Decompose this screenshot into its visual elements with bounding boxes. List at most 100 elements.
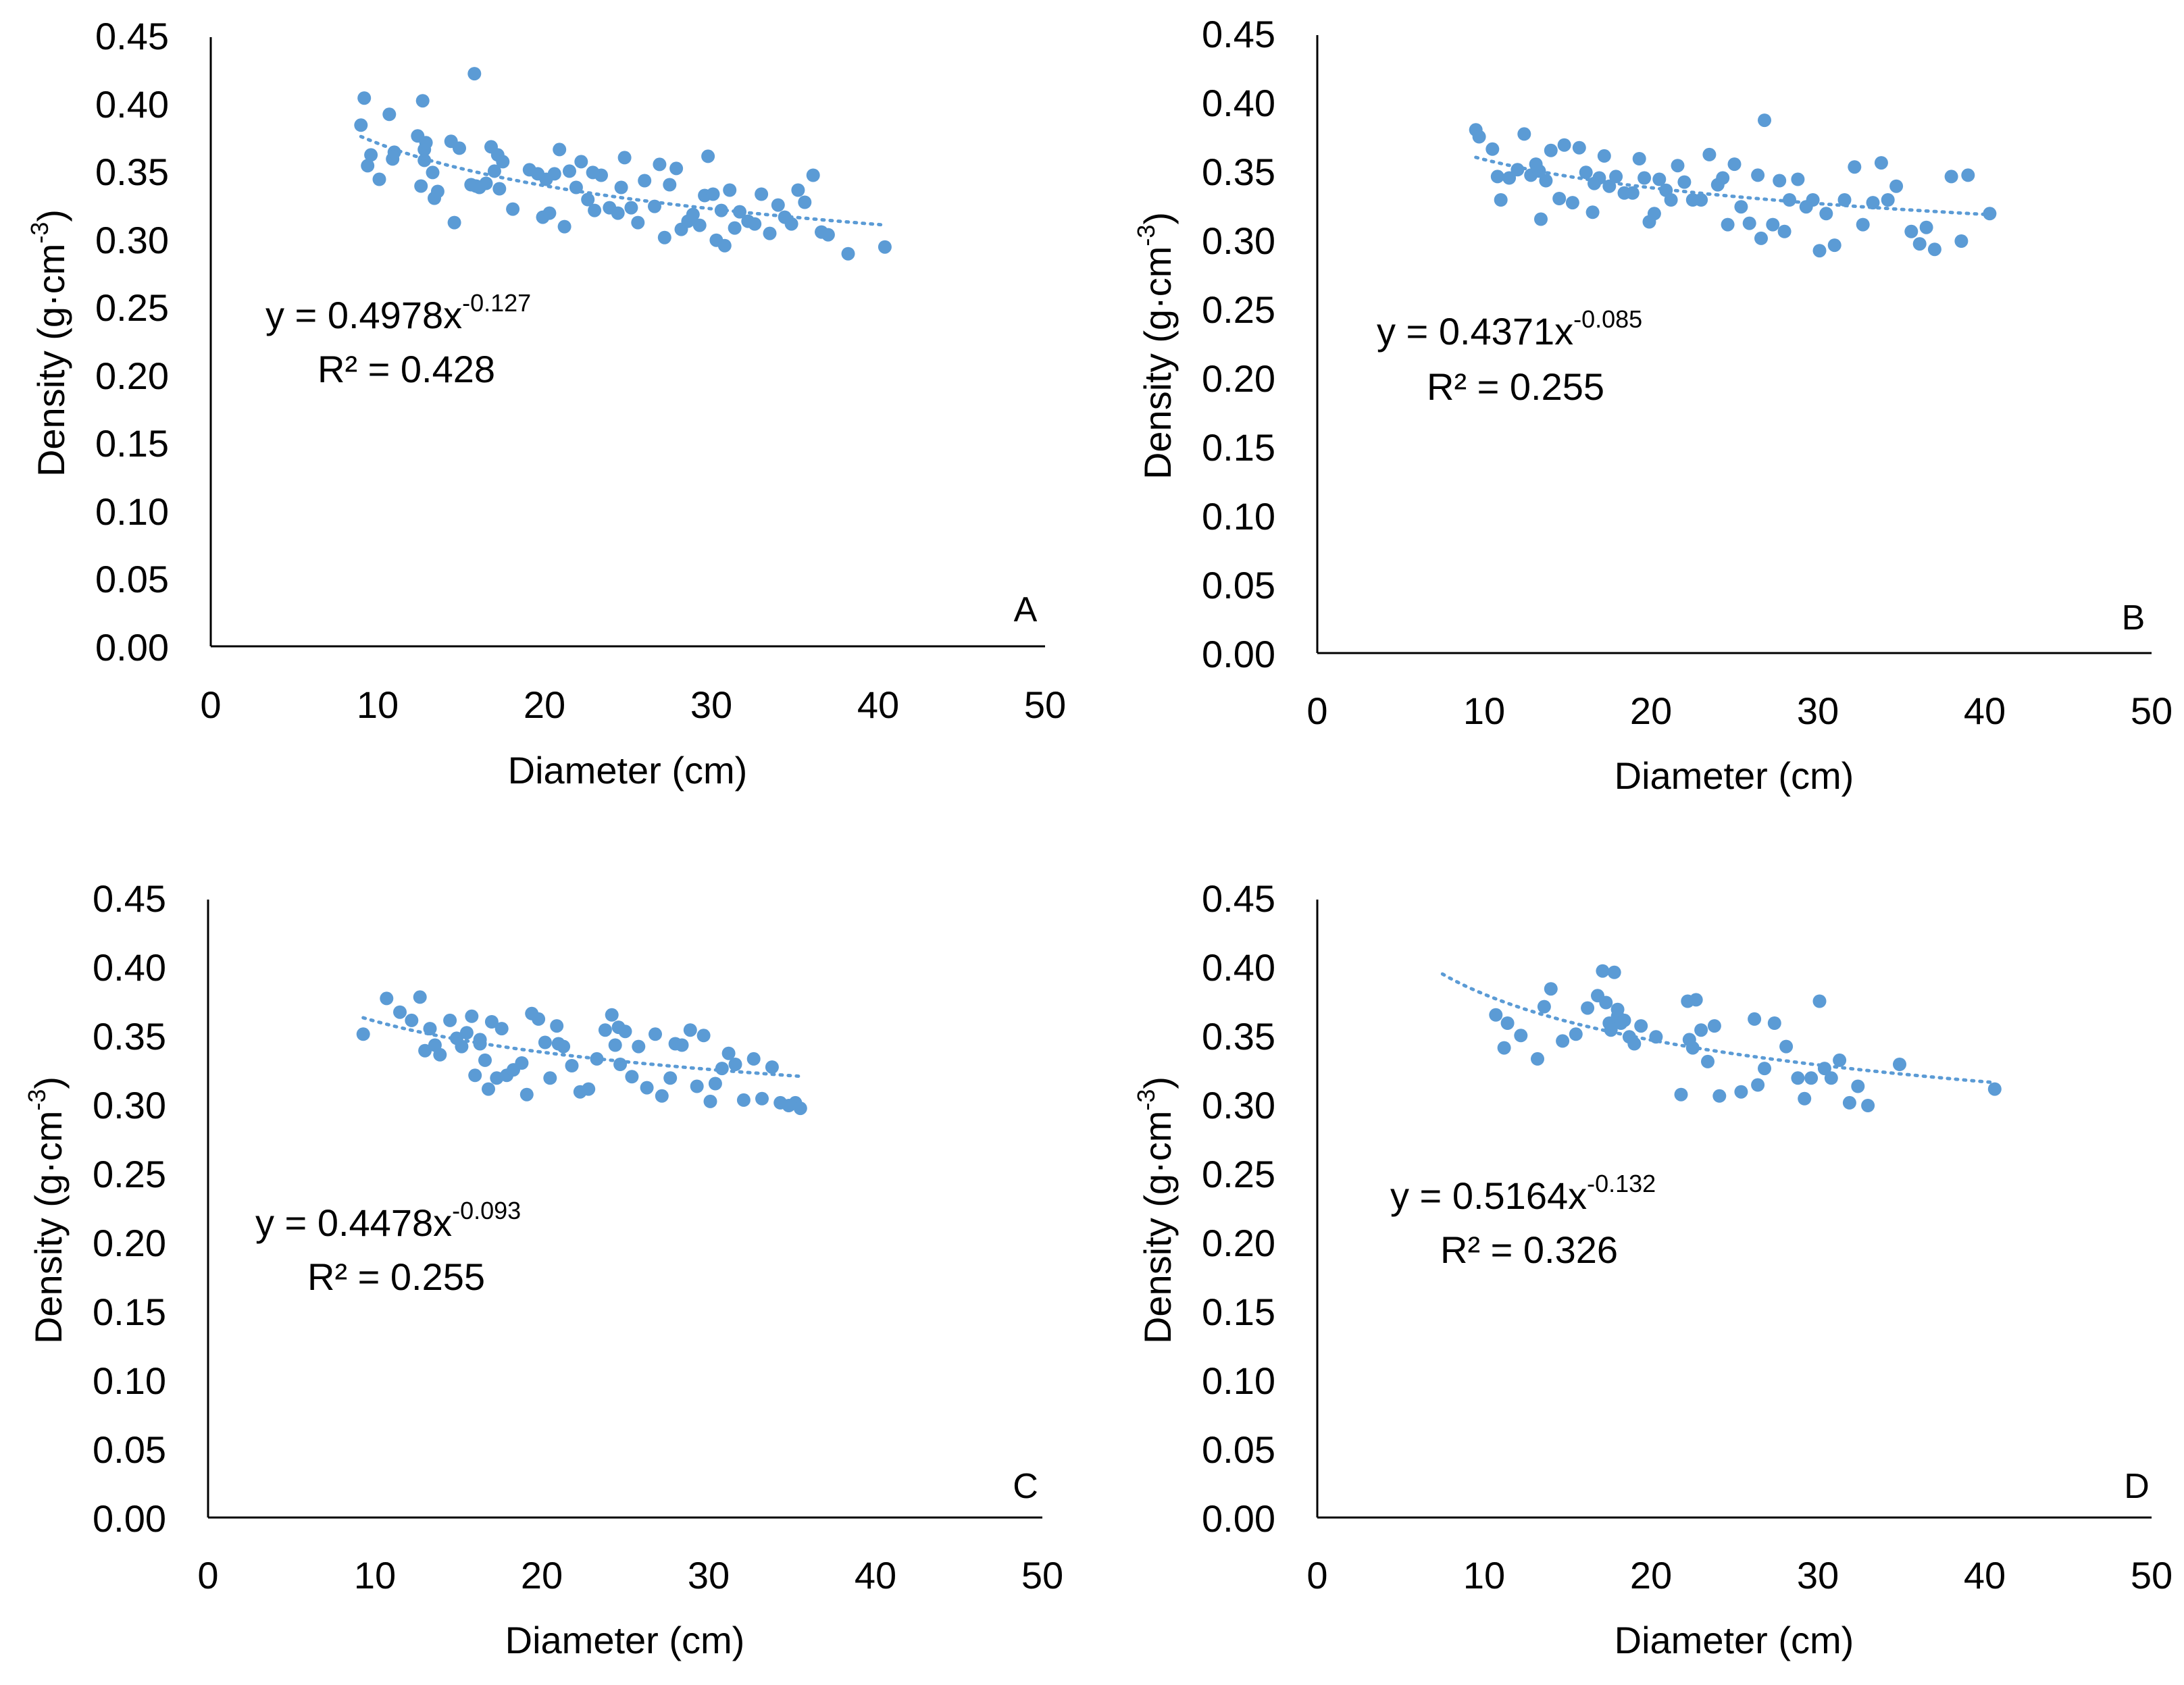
panel-d-point-38 (1798, 1091, 1812, 1106)
panel-b-xtick-1: 10 (1463, 690, 1505, 732)
panel-d-xtick-4: 40 (1964, 1554, 2006, 1597)
panel-d-ytick-7: 0.35 (1202, 1015, 1275, 1058)
panel-c-point-56 (736, 1093, 751, 1107)
panel-b-point-11 (1539, 174, 1553, 188)
panel-c-point-5 (418, 1043, 432, 1058)
chart-panel-a: 0.00 0.05 0.10 0.15 0.20 0.25 0.30 0.35 … (26, 15, 1066, 792)
panel-c-point-43 (649, 1027, 662, 1041)
panel-d-point-15 (1607, 965, 1621, 979)
panel-a-point-80 (841, 247, 855, 261)
panel-c-point-17 (482, 1082, 495, 1096)
panel-a-point-3 (364, 148, 378, 162)
panel-d-equation: y = 0.5164x-0.132 (1390, 1170, 1656, 1217)
panel-b-letter: B (2122, 598, 2145, 638)
panel-d-point-49 (1610, 1002, 1625, 1016)
panel-c-ytick-6: 0.30 (93, 1084, 166, 1126)
panel-b-equation-main: y = 0.4371x (1377, 310, 1573, 353)
panel-a-point-33 (542, 206, 557, 220)
panel-d-point-5 (1537, 1000, 1551, 1014)
panel-b-plot-area (1469, 113, 1997, 258)
panel-d-ytick-0: 0.00 (1202, 1497, 1275, 1540)
panel-b-point-13 (1552, 192, 1567, 205)
panel-c-point-65 (611, 1020, 626, 1035)
panel-c-ytick-5: 0.25 (93, 1153, 166, 1195)
panel-c-point-42 (640, 1081, 654, 1095)
panel-c-ytick-2: 0.10 (93, 1359, 166, 1402)
panel-c-ytick-3: 0.15 (93, 1291, 166, 1333)
panel-b-point-66 (1944, 170, 1958, 184)
panel-d-trendline (1440, 972, 1995, 1085)
panel-b-point-53 (1819, 207, 1833, 221)
panel-a-point-12 (419, 136, 433, 150)
panel-d-ytick-4: 0.20 (1202, 1222, 1275, 1264)
panel-c-point-66 (551, 1037, 565, 1051)
panel-a-point-0 (354, 118, 368, 132)
panel-a-point-72 (771, 198, 785, 212)
panel-a-point-82 (469, 179, 483, 193)
panel-a-point-1 (357, 91, 372, 105)
panel-b-y-axis-title-close: ) (1136, 212, 1179, 225)
panel-c-point-50 (696, 1029, 711, 1043)
panel-c-point-63 (793, 1101, 807, 1116)
panel-d-point-28 (1701, 1054, 1715, 1068)
panel-c-point-59 (765, 1060, 779, 1074)
panel-a-point-79 (821, 228, 835, 242)
panel-a-point-52 (657, 230, 671, 244)
panel-d-point-30 (1712, 1089, 1727, 1103)
panel-a-point-84 (586, 165, 600, 180)
panel-a-point-20 (467, 67, 482, 81)
panel-d-letter: D (2124, 1467, 2150, 1506)
panel-c-point-47 (675, 1038, 689, 1052)
panel-b-point-39 (1721, 217, 1735, 232)
panel-b-xtick-0: 0 (1306, 690, 1327, 732)
panel-c-letter: C (1013, 1467, 1038, 1506)
panel-c-point-58 (755, 1091, 769, 1106)
panel-c-point-27 (538, 1035, 552, 1049)
panel-a-point-39 (574, 155, 588, 169)
panel-d-point-0 (1489, 1008, 1503, 1022)
panel-c-point-31 (565, 1059, 579, 1072)
panel-b-point-18 (1585, 205, 1600, 219)
panel-a-point-61 (706, 187, 720, 201)
panel-b-ytick-1: 0.05 (1202, 564, 1275, 606)
panel-d-y-axis-title: Density (g·cm-3) (1132, 1077, 1179, 1344)
panel-b-ytick-5: 0.25 (1202, 288, 1275, 331)
panel-c-xtick-2: 20 (521, 1554, 563, 1597)
panel-b-y-axis-title-main: Density (g·cm (1136, 247, 1179, 479)
panel-a-point-47 (624, 201, 638, 215)
panel-b-point-6 (1510, 163, 1525, 177)
panel-a-equation: y = 0.4978x-0.127 (265, 289, 531, 336)
panel-a-y-axis-title-close: ) (30, 209, 72, 222)
panel-a-y-axis-title-sup: -3 (26, 222, 53, 244)
panel-d-ytick-6: 0.30 (1202, 1084, 1275, 1126)
panel-c-point-38 (613, 1058, 628, 1071)
panel-c-point-2 (393, 1005, 407, 1019)
panel-b-ytick-6: 0.30 (1202, 219, 1275, 262)
panel-a-point-46 (617, 151, 632, 165)
panel-b-xtick-5: 50 (2131, 690, 2173, 732)
panel-a-point-44 (611, 206, 625, 220)
panel-b-point-12 (1544, 143, 1558, 157)
panel-a-point-66 (728, 221, 742, 235)
panel-a-equation-main: y = 0.4978x (265, 294, 462, 336)
panel-c-ytick-9: 0.45 (93, 877, 166, 920)
panel-b-point-31 (1664, 193, 1678, 207)
panel-b-point-54 (1827, 238, 1842, 253)
panel-b-point-7 (1517, 127, 1531, 141)
panel-a-point-37 (563, 164, 576, 178)
panel-b-point-65 (1927, 242, 1941, 257)
panel-a-point-58 (692, 218, 707, 232)
panel-c-ytick-8: 0.40 (93, 946, 166, 989)
panel-d-point-20 (1627, 1037, 1642, 1051)
panel-c-point-11 (455, 1039, 469, 1054)
panel-a-point-77 (806, 168, 820, 182)
panel-b-ytick-7: 0.35 (1202, 151, 1275, 193)
panel-c-equation-main: y = 0.4478x (255, 1201, 452, 1244)
panel-c-point-16 (478, 1053, 492, 1067)
panel-d-point-48 (1987, 1082, 2002, 1096)
panel-b-point-44 (1758, 113, 1771, 128)
panel-c-point-3 (405, 1013, 419, 1027)
panel-b-point-24 (1625, 186, 1640, 200)
panel-c-point-51 (703, 1094, 717, 1108)
